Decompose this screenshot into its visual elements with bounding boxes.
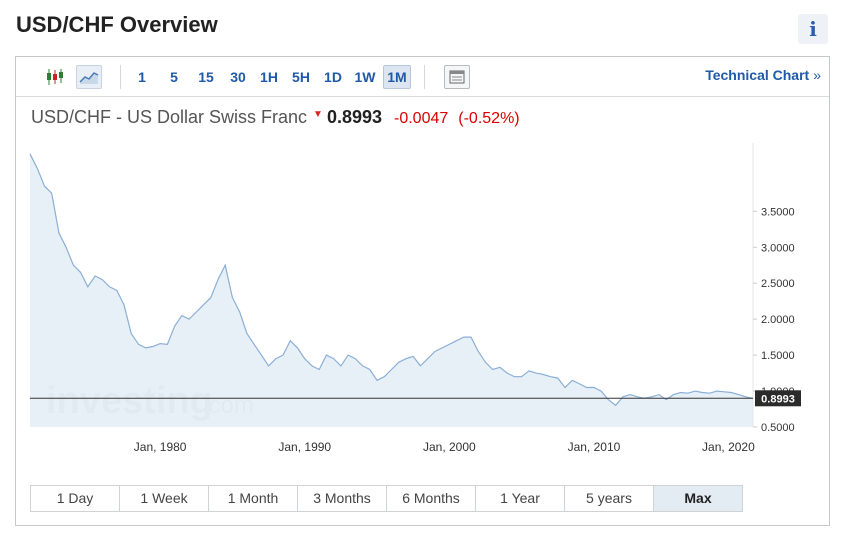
toolbar-divider xyxy=(120,65,121,89)
range-1-month[interactable]: 1 Month xyxy=(209,486,298,511)
timeframe-5[interactable]: 5 xyxy=(170,69,178,85)
x-tick-label: Jan, 2010 xyxy=(568,440,621,454)
range-max[interactable]: Max xyxy=(654,486,742,511)
down-arrow-icon: ▼ xyxy=(313,109,323,120)
timeframe-1w[interactable]: 1W xyxy=(354,69,376,85)
chart-settings-icon[interactable] xyxy=(444,65,470,89)
x-tick-label: Jan, 2000 xyxy=(423,440,476,454)
info-icon[interactable]: i xyxy=(798,14,828,44)
x-tick-label: Jan, 1990 xyxy=(278,440,331,454)
area-fill xyxy=(30,153,753,428)
price-change: -0.0047 xyxy=(394,110,449,127)
timeframe-1h[interactable]: 1H xyxy=(260,69,278,85)
x-tick-label: Jan, 2020 xyxy=(702,440,755,454)
y-tick-label: 1.5000 xyxy=(761,350,795,362)
timeframe-1d[interactable]: 1D xyxy=(324,69,342,85)
x-tick-label: Jan, 1980 xyxy=(134,440,187,454)
last-price-badge xyxy=(755,390,801,407)
page-title: USD/CHF Overview xyxy=(16,12,218,37)
instrument-name: USD/CHF - US Dollar Swiss Franc xyxy=(31,107,308,127)
chart-toolbar: 1 5 15 30 1H 5H 1D 1W 1M Technical Chart… xyxy=(16,57,829,97)
range-5-years[interactable]: 5 years xyxy=(565,486,654,511)
range-1-day[interactable]: 1 Day xyxy=(31,486,120,511)
y-tick-label: 0.5000 xyxy=(761,422,795,434)
last-price-label: 0.8993 xyxy=(761,393,795,405)
range-3-months[interactable]: 3 Months xyxy=(298,486,387,511)
range-1-year[interactable]: 1 Year xyxy=(476,486,565,511)
area-chart-icon[interactable] xyxy=(76,65,102,89)
timeframe-15[interactable]: 15 xyxy=(198,69,214,85)
quote-header: USD/CHF - US Dollar Swiss Franc ▼ 0.8993 -0… xyxy=(31,107,520,128)
toolbar-divider xyxy=(424,65,425,89)
y-tick-label: 3.0000 xyxy=(761,242,795,254)
timeframe-1m[interactable]: 1M xyxy=(383,65,411,89)
range-selector: 1 Day 1 Week 1 Month 3 Months 6 Months 1… xyxy=(30,485,743,512)
technical-chart-link[interactable]: Technical Chart» xyxy=(705,67,821,83)
price-chart[interactable]: investing.com0.50001.00001.50002.00002.5… xyxy=(16,137,829,467)
candlestick-icon[interactable] xyxy=(42,65,68,89)
timeframe-30[interactable]: 30 xyxy=(230,69,246,85)
range-1-week[interactable]: 1 Week xyxy=(120,486,209,511)
range-6-months[interactable]: 6 Months xyxy=(387,486,476,511)
last-price: 0.8993 xyxy=(326,107,382,127)
chart-widget: 1 5 15 30 1H 5H 1D 1W 1M Technical Chart… xyxy=(15,56,830,526)
technical-chart-label: Technical Chart xyxy=(705,67,810,83)
timeframe-5h[interactable]: 5H xyxy=(292,69,310,85)
chevron-right-icon: » xyxy=(813,67,821,83)
timeframe-1[interactable]: 1 xyxy=(138,69,146,85)
y-tick-label: 2.5000 xyxy=(761,278,795,290)
price-change-percent: (-0.52%) xyxy=(458,110,520,127)
y-tick-label: 3.5000 xyxy=(761,206,795,218)
y-tick-label: 2.0000 xyxy=(761,314,795,326)
